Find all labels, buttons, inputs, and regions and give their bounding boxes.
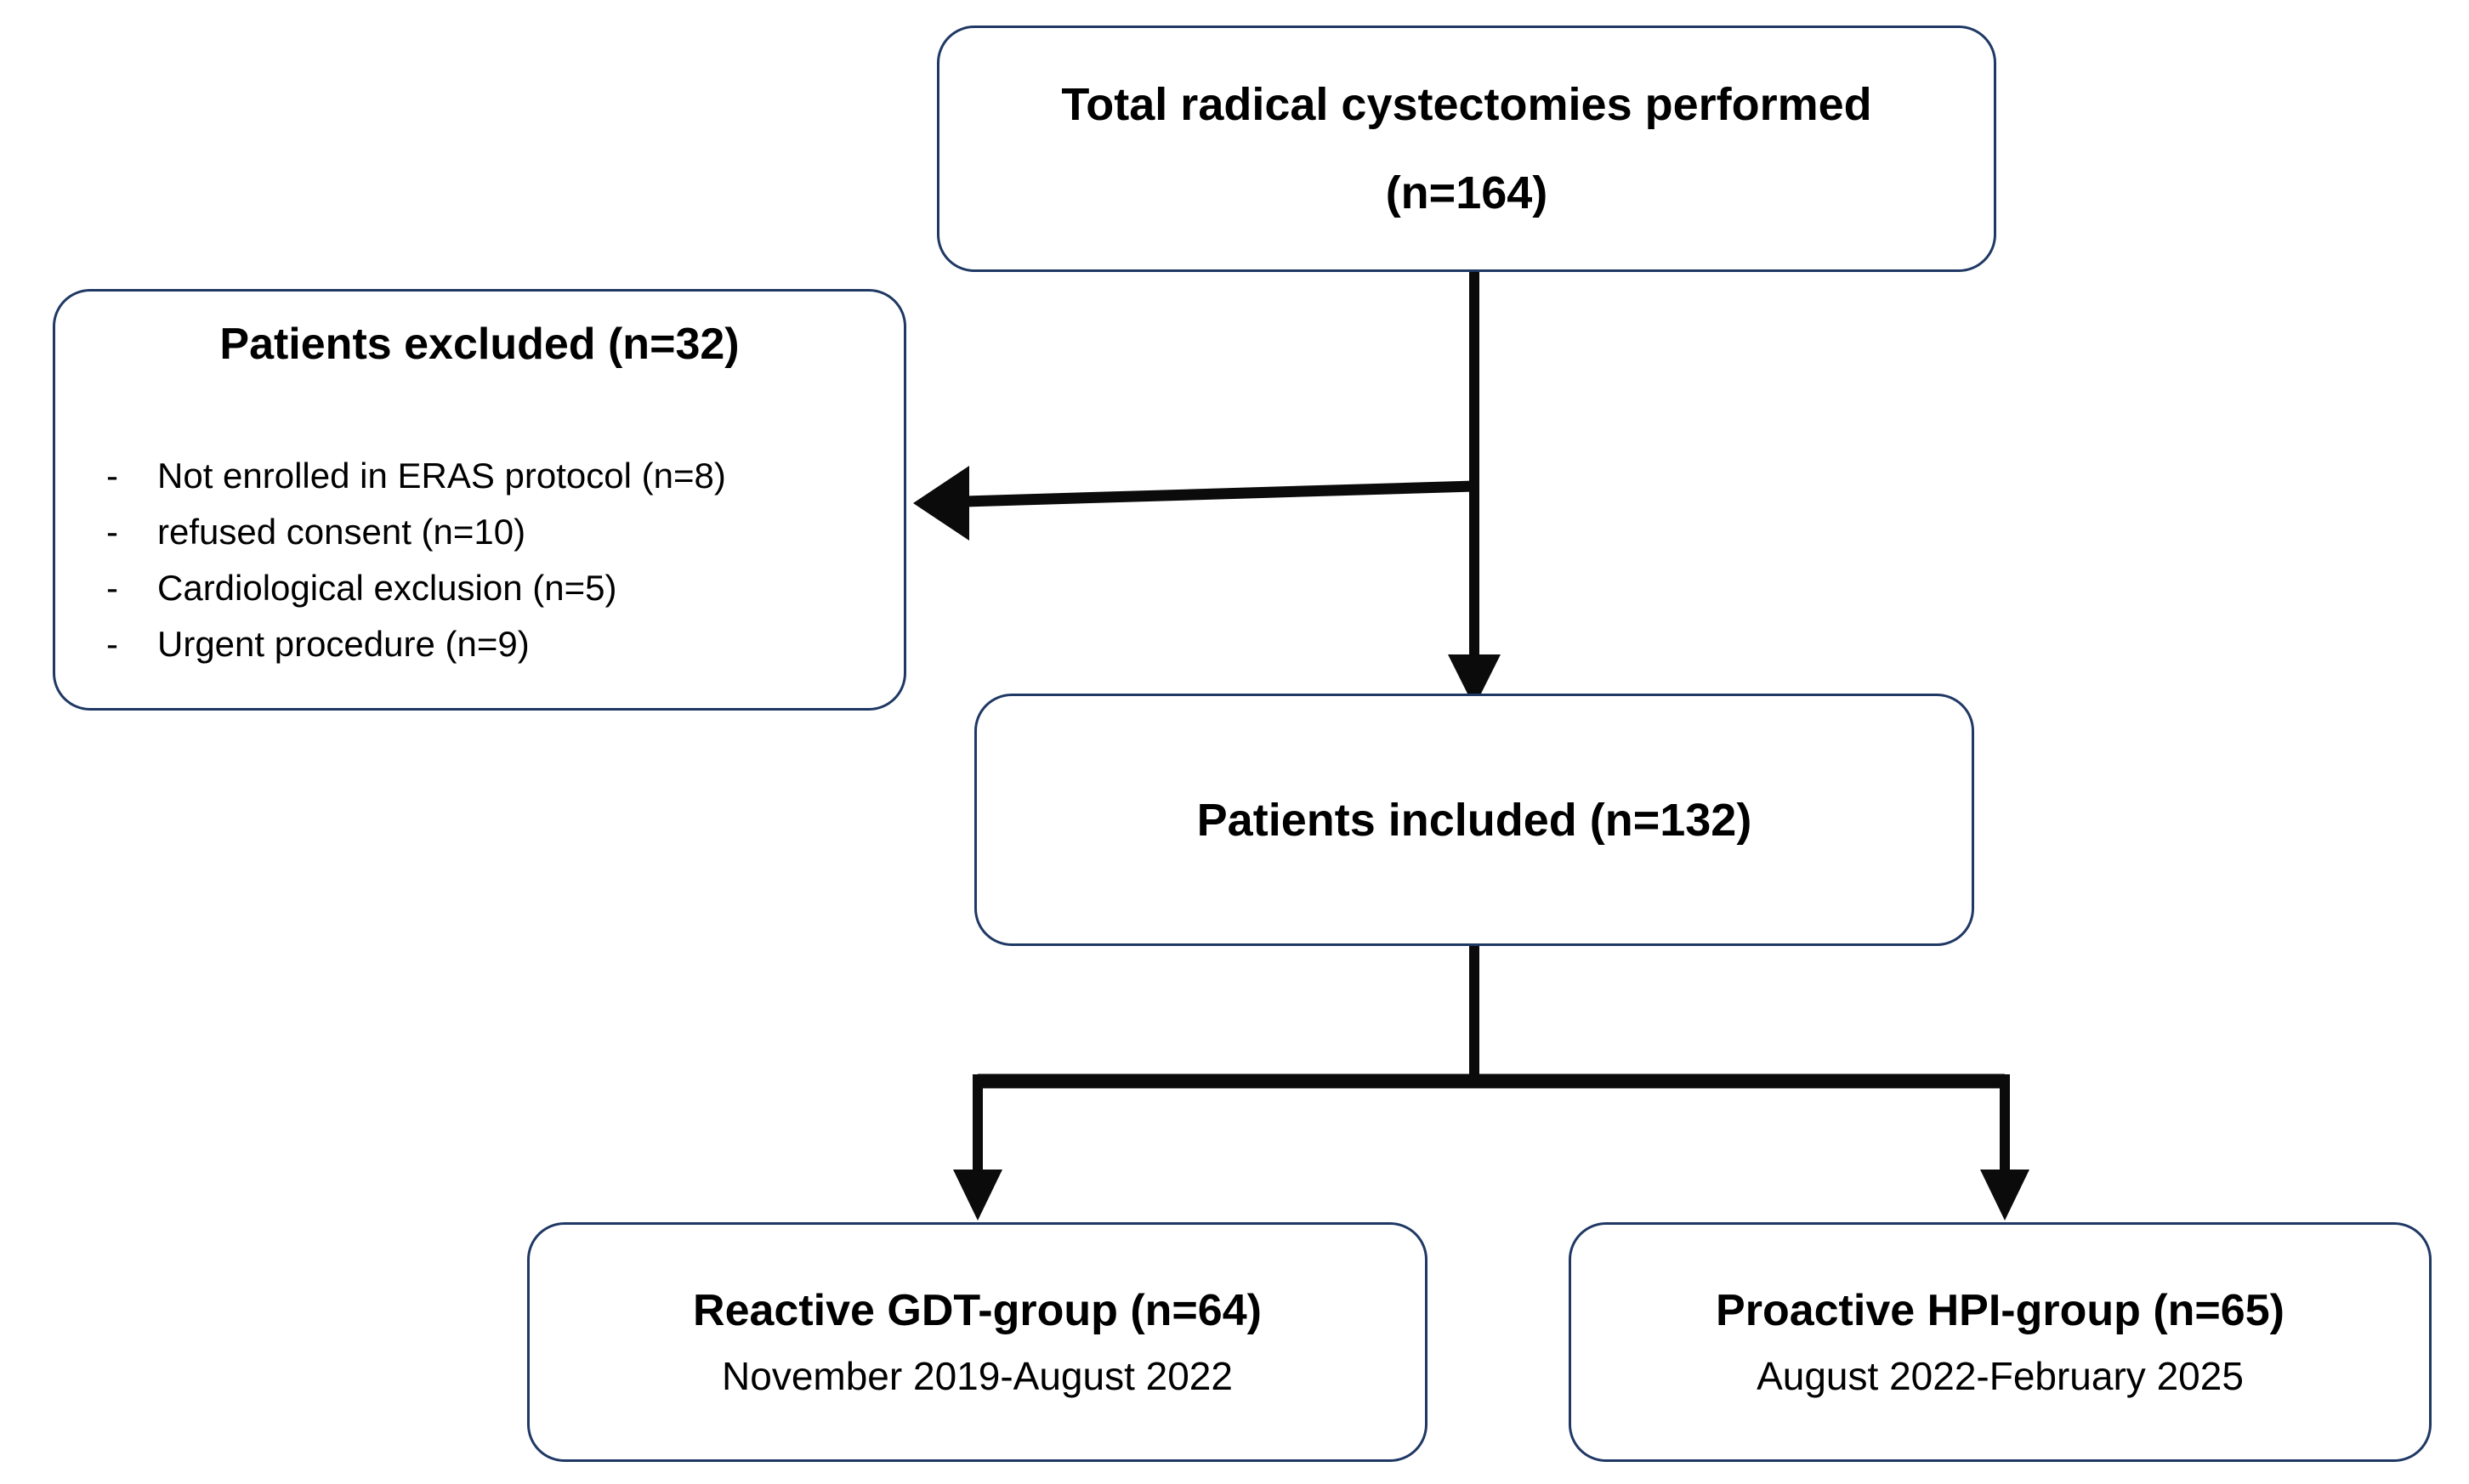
total-box-title: Total radical cystectomies performed: [1061, 79, 1872, 130]
arrow-to-reactive-group: [953, 1074, 1002, 1221]
excluded-reason: refused consent (n=10): [157, 512, 526, 552]
connector-included-to-split: [978, 943, 2005, 1089]
reactive-group-title: Reactive GDT-group (n=64): [693, 1286, 1262, 1335]
box-proactive-hpi-group: Proactive HPI-group (n=65) August 2022-F…: [1569, 1222, 2432, 1462]
box-reactive-gdt-group: Reactive GDT-group (n=64) November 2019-…: [527, 1222, 1427, 1462]
excluded-reason: Not enrolled in ERAS protocol (n=8): [157, 456, 726, 496]
excluded-box-title: Patients excluded (n=32): [219, 320, 740, 369]
bullet-dash: -: [106, 512, 118, 552]
arrow-to-proactive-group: [1980, 1074, 2029, 1221]
box-patients-excluded: Patients excluded (n=32) - Not enrolled …: [53, 289, 906, 711]
arrow-to-excluded: [913, 466, 1475, 541]
box-total-cystectomies: Total radical cystectomies performed (n=…: [937, 25, 1996, 272]
list-item: - Urgent procedure (n=9): [81, 626, 878, 662]
bullet-dash: -: [106, 568, 118, 608]
bullet-dash: -: [106, 624, 118, 664]
included-box-title: Patients included (n=132): [1196, 794, 1752, 846]
proactive-group-title: Proactive HPI-group (n=65): [1716, 1286, 2285, 1335]
excluded-reasons-list: - Not enrolled in ERAS protocol (n=8) - …: [81, 458, 878, 662]
list-item: - refused consent (n=10): [81, 514, 878, 550]
excluded-reason: Cardiological exclusion (n=5): [157, 568, 617, 608]
list-item: - Not enrolled in ERAS protocol (n=8): [81, 458, 878, 494]
proactive-group-period: August 2022-February 2025: [1757, 1354, 2244, 1398]
box-patients-included: Patients included (n=132): [974, 694, 1974, 946]
arrow-total-to-included: [1448, 270, 1501, 707]
list-item: - Cardiological exclusion (n=5): [81, 570, 878, 606]
bullet-dash: -: [106, 456, 118, 496]
excluded-reason: Urgent procedure (n=9): [157, 624, 530, 664]
reactive-group-period: November 2019-August 2022: [722, 1354, 1233, 1398]
total-box-count: (n=164): [1385, 167, 1548, 218]
